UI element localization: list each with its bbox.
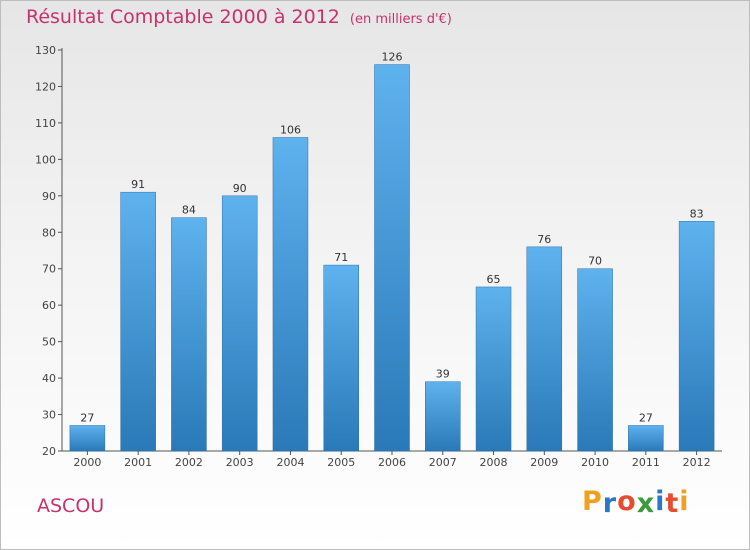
bar-value-label: 27 [80, 411, 94, 424]
x-tick-label: 2003 [226, 456, 254, 469]
bar [526, 246, 563, 452]
proxiti-logo: Proxiti [582, 486, 690, 519]
bar-value-label: 27 [639, 411, 653, 424]
logo-letter: i [679, 486, 690, 517]
x-tick-label: 2001 [124, 456, 152, 469]
logo-letter: t [665, 488, 680, 519]
x-tick-label: 2011 [632, 456, 660, 469]
y-tick-label: 80 [42, 226, 56, 239]
bar [323, 264, 359, 452]
bar [678, 221, 715, 452]
bar-value-label: 76 [537, 233, 551, 246]
x-tick-label: 2005 [327, 456, 355, 469]
y-tick-label: 130 [35, 44, 56, 57]
bar [120, 191, 156, 452]
y-tick-label: 60 [42, 299, 56, 312]
bar [272, 137, 309, 452]
bar-value-label: 70 [588, 255, 602, 268]
x-tick-label: 2002 [175, 456, 203, 469]
x-tick-label: 2012 [683, 456, 711, 469]
y-tick-label: 100 [35, 153, 56, 166]
logo-letter: P [582, 486, 603, 517]
bar [425, 381, 461, 452]
bar-value-label: 91 [131, 178, 145, 191]
bar [221, 195, 258, 452]
x-tick-label: 2008 [480, 456, 508, 469]
bar [374, 64, 410, 452]
bar-value-label: 83 [690, 207, 704, 220]
bar [69, 425, 106, 452]
bar-value-label: 65 [487, 273, 501, 286]
bar-value-label: 71 [334, 251, 348, 264]
logo-letter: o [617, 486, 637, 517]
x-tick-label: 2010 [581, 456, 609, 469]
chart-unit: (en milliers d'€) [349, 12, 452, 27]
chart-title: Résultat Comptable 2000 à 2012 [26, 6, 340, 28]
location-name: ASCOU [37, 495, 105, 517]
bar [577, 268, 613, 452]
y-tick-label: 40 [42, 372, 56, 385]
y-tick-label: 20 [42, 445, 56, 458]
logo-letter: x [636, 488, 656, 519]
bar-value-label: 126 [382, 51, 403, 64]
y-tick-label: 30 [42, 409, 56, 422]
x-tick-label: 2007 [429, 456, 457, 469]
y-tick-label: 90 [42, 190, 56, 203]
y-tick-label: 70 [42, 263, 56, 276]
x-tick-label: 2004 [276, 456, 304, 469]
y-tick-label: 120 [35, 80, 56, 93]
logo-letter: i [655, 486, 666, 517]
y-tick-label: 50 [42, 336, 56, 349]
chart-title-block: Résultat Comptable 2000 à 2012 (en millie… [26, 6, 452, 28]
bar-value-label: 39 [436, 368, 450, 381]
y-tick-label: 110 [35, 117, 56, 130]
bar-value-label: 84 [182, 204, 196, 217]
bar-value-label: 90 [233, 182, 247, 195]
bar [628, 425, 664, 452]
bar [171, 217, 207, 452]
x-tick-label: 2009 [530, 456, 558, 469]
x-tick-label: 2006 [378, 456, 406, 469]
bar-value-label: 106 [280, 123, 301, 136]
x-tick-label: 2000 [73, 456, 101, 469]
logo-letter: r [602, 488, 618, 519]
bar [475, 286, 512, 452]
